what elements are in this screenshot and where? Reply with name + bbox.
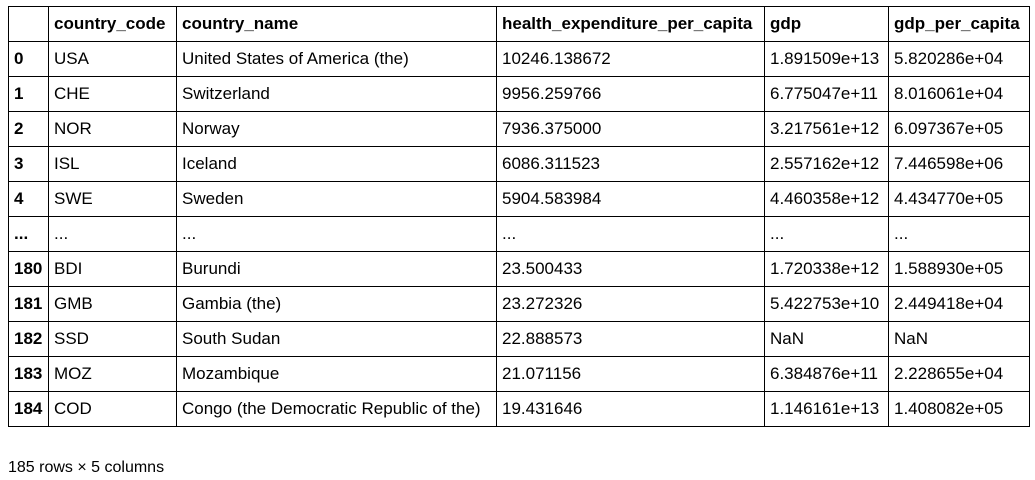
cell-country-name: Iceland [176, 146, 497, 182]
cell-health-expenditure: 5904.583984 [496, 181, 765, 217]
cell-gdp: 1.146161e+13 [764, 391, 889, 427]
cell-gdp-per-capita: NaN [888, 321, 1030, 357]
table-row: 182 SSD South Sudan 22.888573 NaN NaN [8, 321, 1030, 357]
header-health-expenditure: health_expenditure_per_capita [496, 6, 765, 42]
cell-country-code: COD [48, 391, 177, 427]
header-country-code: country_code [48, 6, 177, 42]
cell-country-name: Mozambique [176, 356, 497, 392]
row-index: ... [8, 216, 49, 252]
header-country-name: country_name [176, 6, 497, 42]
cell-health-expenditure: 23.500433 [496, 251, 765, 287]
cell-gdp: NaN [764, 321, 889, 357]
cell-gdp-per-capita: 2.449418e+04 [888, 286, 1030, 322]
table-row-ellipsis: ... ... ... ... ... ... [8, 216, 1030, 252]
cell-gdp: 6.384876e+11 [764, 356, 889, 392]
cell-gdp-per-capita: 6.097367e+05 [888, 111, 1030, 147]
cell-gdp: 1.891509e+13 [764, 41, 889, 77]
table-header: country_code country_name health_expendi… [8, 6, 1030, 42]
cell-health-expenditure: 23.272326 [496, 286, 765, 322]
cell-gdp: ... [764, 216, 889, 252]
cell-gdp: 4.460358e+12 [764, 181, 889, 217]
dataframe-shape-summary: 185 rows × 5 columns [8, 459, 165, 476]
cell-country-name: United States of America (the) [176, 41, 497, 77]
row-index: 183 [8, 356, 49, 392]
header-index [8, 6, 49, 42]
header-gdp-per-capita: gdp_per_capita [888, 6, 1030, 42]
table-row: 0 USA United States of America (the) 102… [8, 41, 1030, 77]
cell-gdp-per-capita: 8.016061e+04 [888, 76, 1030, 112]
header-row: country_code country_name health_expendi… [8, 6, 1030, 42]
cell-gdp-per-capita: 1.408082e+05 [888, 391, 1030, 427]
cell-gdp-per-capita: 1.588930e+05 [888, 251, 1030, 287]
table-body: 0 USA United States of America (the) 102… [8, 41, 1030, 427]
cell-country-name: Switzerland [176, 76, 497, 112]
cell-health-expenditure: 6086.311523 [496, 146, 765, 182]
dataframe-table: country_code country_name health_expendi… [8, 6, 1030, 427]
cell-country-name: Norway [176, 111, 497, 147]
cell-gdp-per-capita: 7.446598e+06 [888, 146, 1030, 182]
cell-country-name: Burundi [176, 251, 497, 287]
cell-country-code: CHE [48, 76, 177, 112]
table-row: 181 GMB Gambia (the) 23.272326 5.422753e… [8, 286, 1030, 322]
table-row: 4 SWE Sweden 5904.583984 4.460358e+12 4.… [8, 181, 1030, 217]
cell-gdp: 5.422753e+10 [764, 286, 889, 322]
cell-country-code: ISL [48, 146, 177, 182]
cell-country-code: BDI [48, 251, 177, 287]
cell-health-expenditure: 21.071156 [496, 356, 765, 392]
row-index: 2 [8, 111, 49, 147]
cell-health-expenditure: 19.431646 [496, 391, 765, 427]
cell-health-expenditure: 22.888573 [496, 321, 765, 357]
cell-country-code: USA [48, 41, 177, 77]
table-row: 2 NOR Norway 7936.375000 3.217561e+12 6.… [8, 111, 1030, 147]
cell-gdp-per-capita: 5.820286e+04 [888, 41, 1030, 77]
table-row: 3 ISL Iceland 6086.311523 2.557162e+12 7… [8, 146, 1030, 182]
cell-country-name: Sweden [176, 181, 497, 217]
cell-country-name: Gambia (the) [176, 286, 497, 322]
cell-country-name: ... [176, 216, 497, 252]
cell-gdp: 2.557162e+12 [764, 146, 889, 182]
cell-health-expenditure: 9956.259766 [496, 76, 765, 112]
cell-gdp: 1.720338e+12 [764, 251, 889, 287]
cell-country-code: GMB [48, 286, 177, 322]
cell-country-code: NOR [48, 111, 177, 147]
cell-gdp-per-capita: ... [888, 216, 1030, 252]
cell-gdp: 3.217561e+12 [764, 111, 889, 147]
cell-country-name: Congo (the Democratic Republic of the) [176, 391, 497, 427]
row-index: 184 [8, 391, 49, 427]
row-index: 0 [8, 41, 49, 77]
row-index: 3 [8, 146, 49, 182]
cell-gdp: 6.775047e+11 [764, 76, 889, 112]
cell-health-expenditure: ... [496, 216, 765, 252]
row-index: 1 [8, 76, 49, 112]
header-gdp: gdp [764, 6, 889, 42]
cell-gdp-per-capita: 2.228655e+04 [888, 356, 1030, 392]
table-row: 184 COD Congo (the Democratic Republic o… [8, 391, 1030, 427]
cell-health-expenditure: 7936.375000 [496, 111, 765, 147]
cell-country-code: ... [48, 216, 177, 252]
cell-country-code: SWE [48, 181, 177, 217]
cell-health-expenditure: 10246.138672 [496, 41, 765, 77]
table-row: 180 BDI Burundi 23.500433 1.720338e+12 1… [8, 251, 1030, 287]
row-index: 182 [8, 321, 49, 357]
dataframe-container: country_code country_name health_expendi… [8, 6, 1030, 427]
cell-country-name: South Sudan [176, 321, 497, 357]
row-index: 4 [8, 181, 49, 217]
row-index: 181 [8, 286, 49, 322]
row-index: 180 [8, 251, 49, 287]
cell-country-code: SSD [48, 321, 177, 357]
cell-gdp-per-capita: 4.434770e+05 [888, 181, 1030, 217]
table-row: 183 MOZ Mozambique 21.071156 6.384876e+1… [8, 356, 1030, 392]
cell-country-code: MOZ [48, 356, 177, 392]
table-row: 1 CHE Switzerland 9956.259766 6.775047e+… [8, 76, 1030, 112]
